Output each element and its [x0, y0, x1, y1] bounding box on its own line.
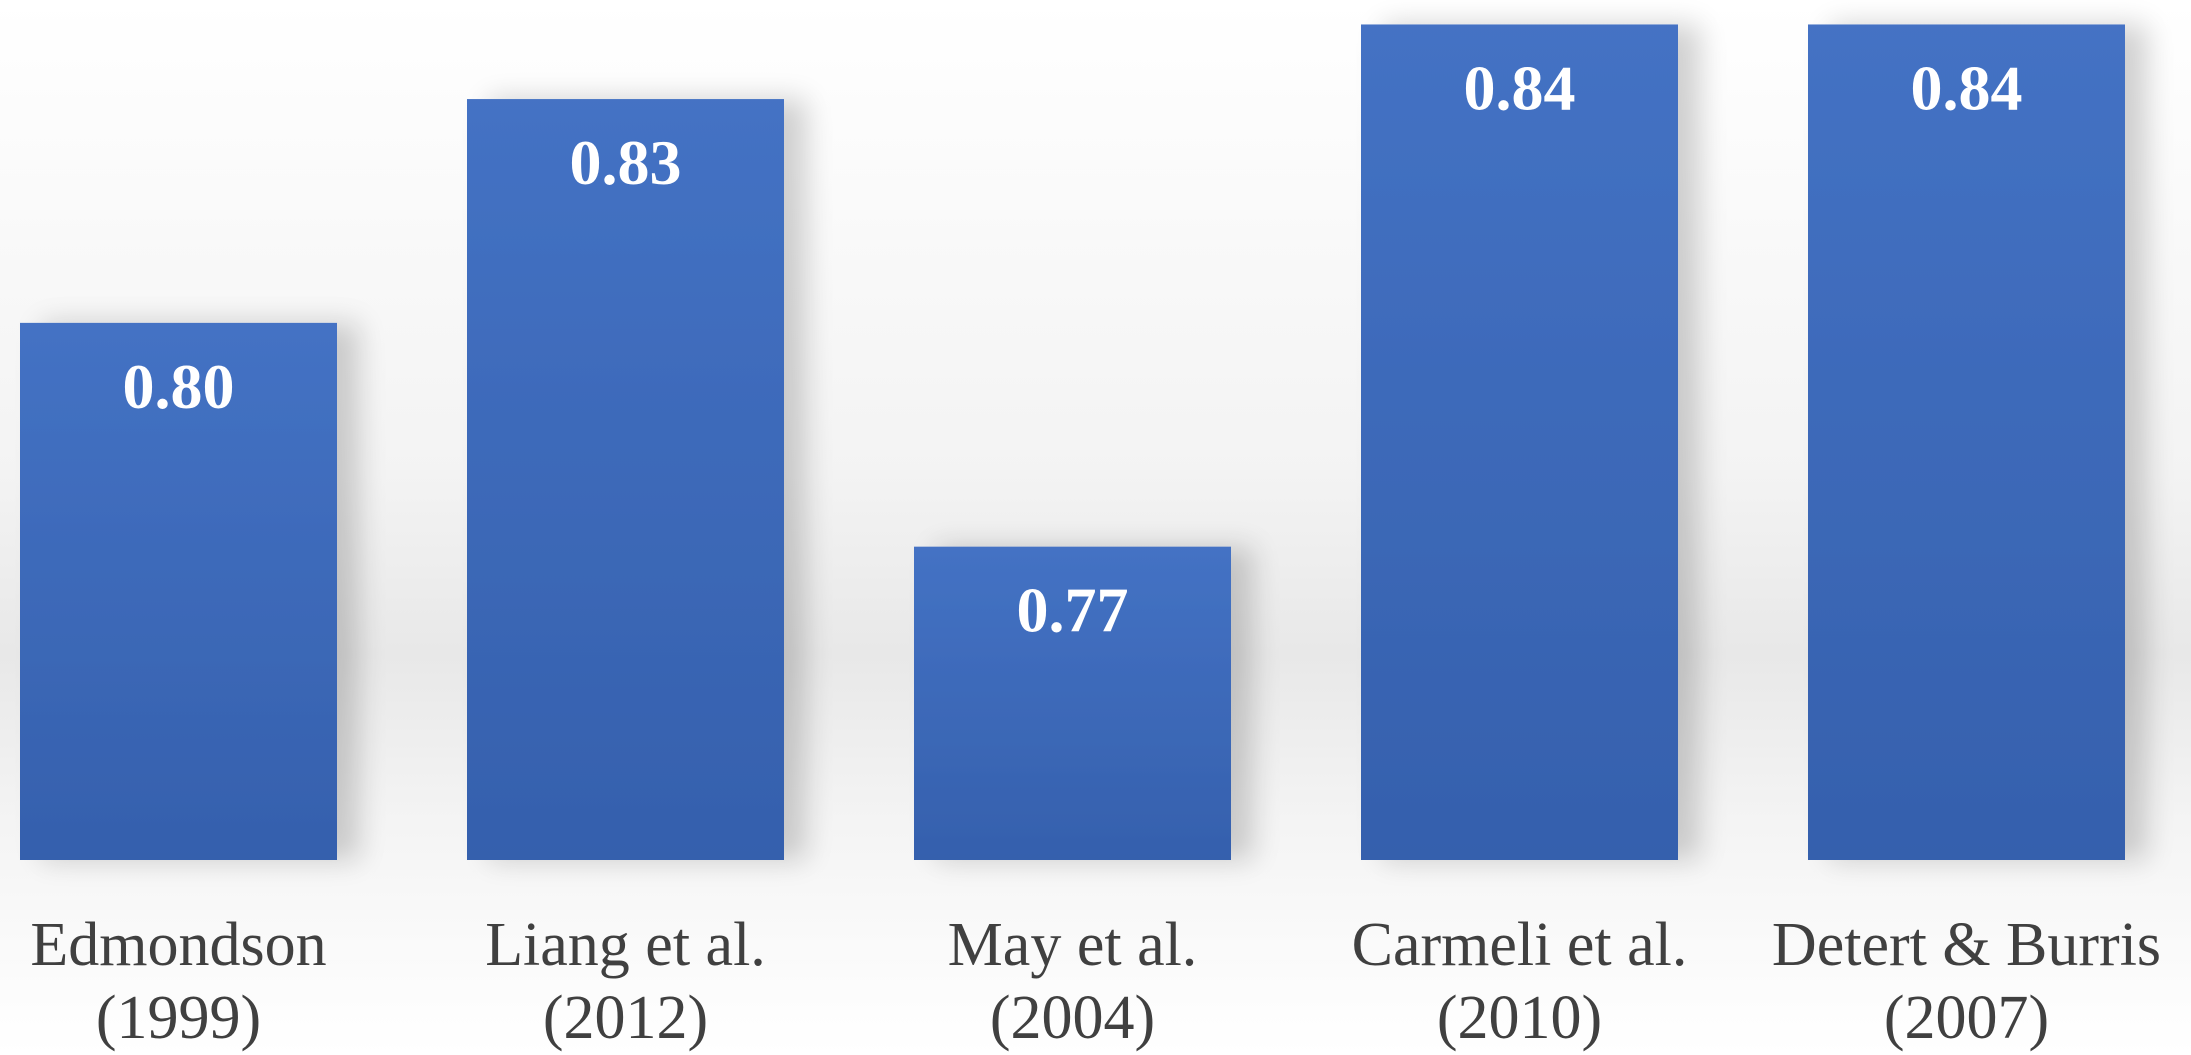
bar-value-label-3: 0.77: [1017, 575, 1129, 646]
category-label-3-line-2: (2004): [990, 984, 1155, 1052]
category-label-1-line-1: Edmondson: [30, 911, 326, 979]
bar-value-label-5: 0.84: [1911, 52, 2023, 123]
category-label-4-line-2: (2010): [1437, 984, 1602, 1052]
bar-value-label-4: 0.84: [1464, 52, 1576, 123]
category-label-3-line-1: May et al.: [948, 911, 1198, 979]
category-label-2-line-2: (2012): [543, 984, 708, 1052]
bar-value-label-2: 0.83: [570, 127, 682, 198]
category-labels-group: Edmondson(1999) Liang et al.(2012) May et …: [30, 911, 2161, 1052]
category-label-1-line-2: (1999): [96, 984, 261, 1052]
value-labels-group: 0.80 0.83 0.77 0.84 0.84: [123, 52, 2023, 645]
bar-2: [467, 99, 784, 860]
bar-3: [914, 546, 1231, 860]
category-label-2-line-1: Liang et al.: [485, 911, 766, 979]
bars-group: [20, 24, 2125, 860]
category-label-5-line-2: (2007): [1884, 984, 2049, 1052]
category-label-5-line-1: Detert & Burris: [1772, 911, 2161, 979]
bar-1: [20, 322, 337, 860]
bar-5: [1808, 24, 2125, 860]
category-label-4-line-1: Carmeli et al.: [1352, 911, 1688, 979]
bar-4: [1361, 24, 1678, 860]
bar-value-label-1: 0.80: [123, 351, 235, 422]
